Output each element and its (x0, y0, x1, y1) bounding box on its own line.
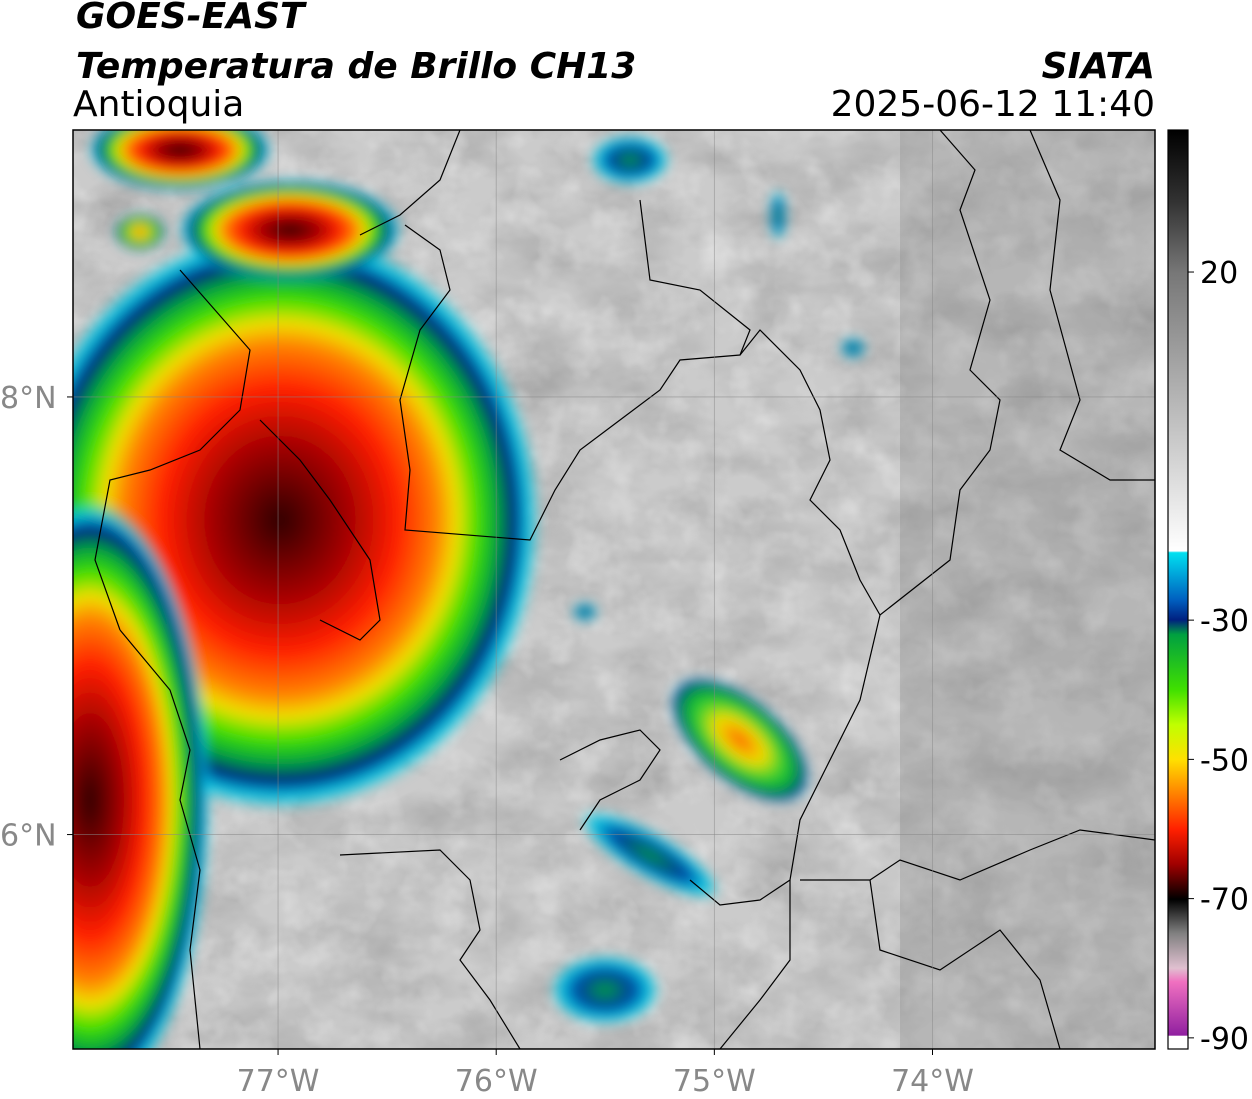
lon-tick-label: 74°W (891, 1064, 974, 1099)
product: Temperatura de Brillo CH13 (76, 46, 636, 87)
lon-tick-label: 75°W (673, 1064, 756, 1099)
datetime: 2025-06-12 11:40 (831, 84, 1155, 125)
colorbar (1167, 129, 1189, 1050)
source: SIATA (1042, 46, 1155, 87)
map-frame (72, 129, 1156, 1050)
title: GOES-EAST (76, 0, 307, 37)
colorbar-tick-label: -50 (1200, 743, 1249, 778)
lon-tick-label: 76°W (455, 1064, 538, 1099)
lon-tick-label: 77°W (237, 1064, 320, 1099)
map-image (73, 130, 1155, 1049)
colorbar-tick-label: 20 (1200, 256, 1238, 291)
colorbar-tick-label: -30 (1200, 604, 1249, 639)
colorbar-tick-label: -90 (1200, 1022, 1249, 1057)
lat-tick-label: 6°N (0, 819, 57, 854)
lat-tick-label: 8°N (0, 381, 57, 416)
colorbar-tick-label: -70 (1200, 883, 1249, 918)
region: Antioquia (73, 84, 244, 125)
